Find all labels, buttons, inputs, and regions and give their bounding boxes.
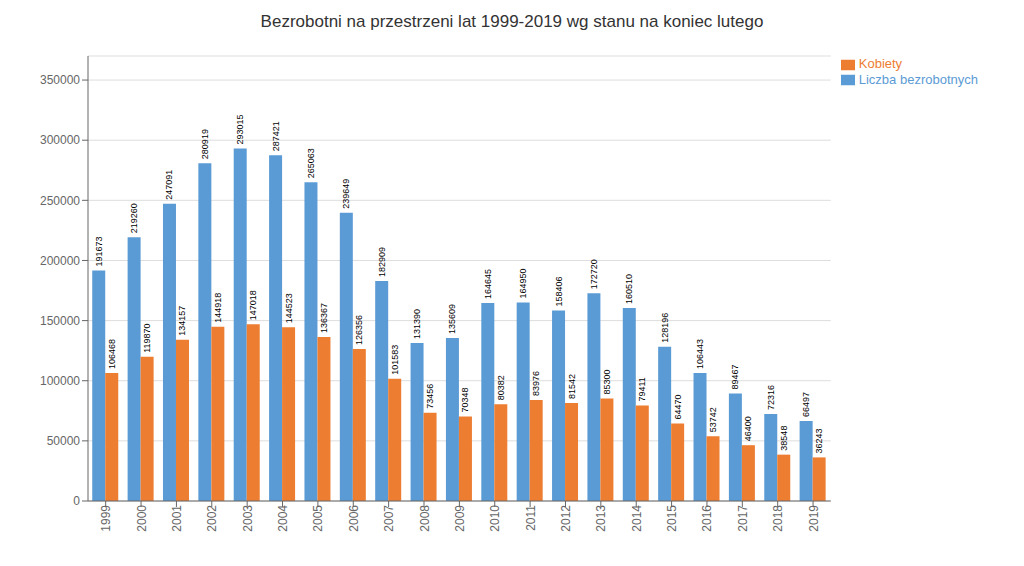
svg-text:2008: 2008 xyxy=(418,505,432,532)
svg-text:134157: 134157 xyxy=(177,306,187,336)
svg-text:64470: 64470 xyxy=(673,394,683,419)
svg-text:1999: 1999 xyxy=(99,505,113,532)
svg-text:160510: 160510 xyxy=(624,274,634,304)
svg-text:66497: 66497 xyxy=(801,392,811,417)
svg-text:144918: 144918 xyxy=(213,293,223,323)
svg-text:0: 0 xyxy=(73,494,80,508)
svg-text:172720: 172720 xyxy=(589,259,599,289)
svg-text:2013: 2013 xyxy=(594,505,608,532)
svg-text:2005: 2005 xyxy=(311,505,325,532)
svg-text:287421: 287421 xyxy=(271,121,281,151)
svg-text:164950: 164950 xyxy=(518,269,528,299)
svg-text:147018: 147018 xyxy=(248,290,258,320)
svg-text:135609: 135609 xyxy=(447,304,457,334)
svg-text:280919: 280919 xyxy=(200,129,210,159)
svg-text:2001: 2001 xyxy=(170,505,184,532)
svg-text:2002: 2002 xyxy=(205,505,219,532)
svg-text:46400: 46400 xyxy=(743,416,753,441)
svg-text:2017: 2017 xyxy=(736,505,750,532)
svg-text:164645: 164645 xyxy=(483,269,493,299)
svg-text:38548: 38548 xyxy=(779,426,789,451)
svg-text:350000: 350000 xyxy=(40,73,80,87)
svg-text:2007: 2007 xyxy=(382,505,396,532)
svg-text:300000: 300000 xyxy=(40,133,80,147)
svg-text:70348: 70348 xyxy=(460,387,470,412)
svg-text:53742: 53742 xyxy=(708,407,718,432)
svg-text:2000: 2000 xyxy=(135,505,149,532)
svg-text:2011: 2011 xyxy=(524,505,538,531)
svg-text:265063: 265063 xyxy=(306,148,316,178)
svg-text:106468: 106468 xyxy=(107,339,117,369)
svg-text:293015: 293015 xyxy=(235,115,245,145)
svg-text:2015: 2015 xyxy=(665,505,679,532)
svg-text:219260: 219260 xyxy=(129,203,139,233)
svg-text:2010: 2010 xyxy=(488,505,502,532)
svg-text:85300: 85300 xyxy=(602,369,612,394)
svg-text:73456: 73456 xyxy=(425,384,435,409)
svg-text:2009: 2009 xyxy=(453,505,467,532)
svg-text:182909: 182909 xyxy=(377,247,387,277)
svg-text:100000: 100000 xyxy=(40,374,80,388)
svg-text:89467: 89467 xyxy=(730,364,740,389)
svg-text:239649: 239649 xyxy=(341,179,351,209)
svg-text:136367: 136367 xyxy=(319,303,329,333)
svg-text:83976: 83976 xyxy=(531,371,541,396)
svg-text:158406: 158406 xyxy=(554,276,564,306)
html-text:Bezrobotni na przestrzeni lat: Bezrobotni na przestrzeni lat 1999-2019 … xyxy=(260,12,764,31)
svg-text:144523: 144523 xyxy=(284,293,294,323)
svg-text:2018: 2018 xyxy=(771,505,785,532)
html-text:Kobiety: Kobiety xyxy=(858,56,903,71)
svg-text:126356: 126356 xyxy=(354,315,364,345)
svg-text:200000: 200000 xyxy=(40,254,80,268)
svg-text:128196: 128196 xyxy=(660,313,670,343)
svg-text:2016: 2016 xyxy=(700,505,714,532)
svg-text:2006: 2006 xyxy=(347,505,361,532)
html-text:Liczba bezrobotnych: Liczba bezrobotnych xyxy=(858,71,978,87)
svg-text:2019: 2019 xyxy=(807,505,821,532)
svg-text:131390: 131390 xyxy=(412,309,422,339)
svg-text:50000: 50000 xyxy=(47,434,81,448)
svg-text:72316: 72316 xyxy=(766,385,776,410)
svg-text:2012: 2012 xyxy=(559,505,573,532)
svg-text:119870: 119870 xyxy=(142,323,152,352)
svg-text:106443: 106443 xyxy=(695,339,705,369)
svg-text:191673: 191673 xyxy=(94,236,104,266)
svg-text:2014: 2014 xyxy=(630,505,644,532)
svg-text:81542: 81542 xyxy=(567,374,577,399)
svg-text:79411: 79411 xyxy=(637,377,647,401)
svg-text:247091: 247091 xyxy=(164,170,174,200)
svg-text:80382: 80382 xyxy=(496,375,506,400)
svg-text:2004: 2004 xyxy=(276,505,290,532)
svg-text:101583: 101583 xyxy=(390,345,400,375)
svg-text:250000: 250000 xyxy=(40,194,80,208)
svg-text:150000: 150000 xyxy=(40,314,80,328)
svg-text:2003: 2003 xyxy=(241,505,255,532)
svg-text:36243: 36243 xyxy=(814,428,824,453)
